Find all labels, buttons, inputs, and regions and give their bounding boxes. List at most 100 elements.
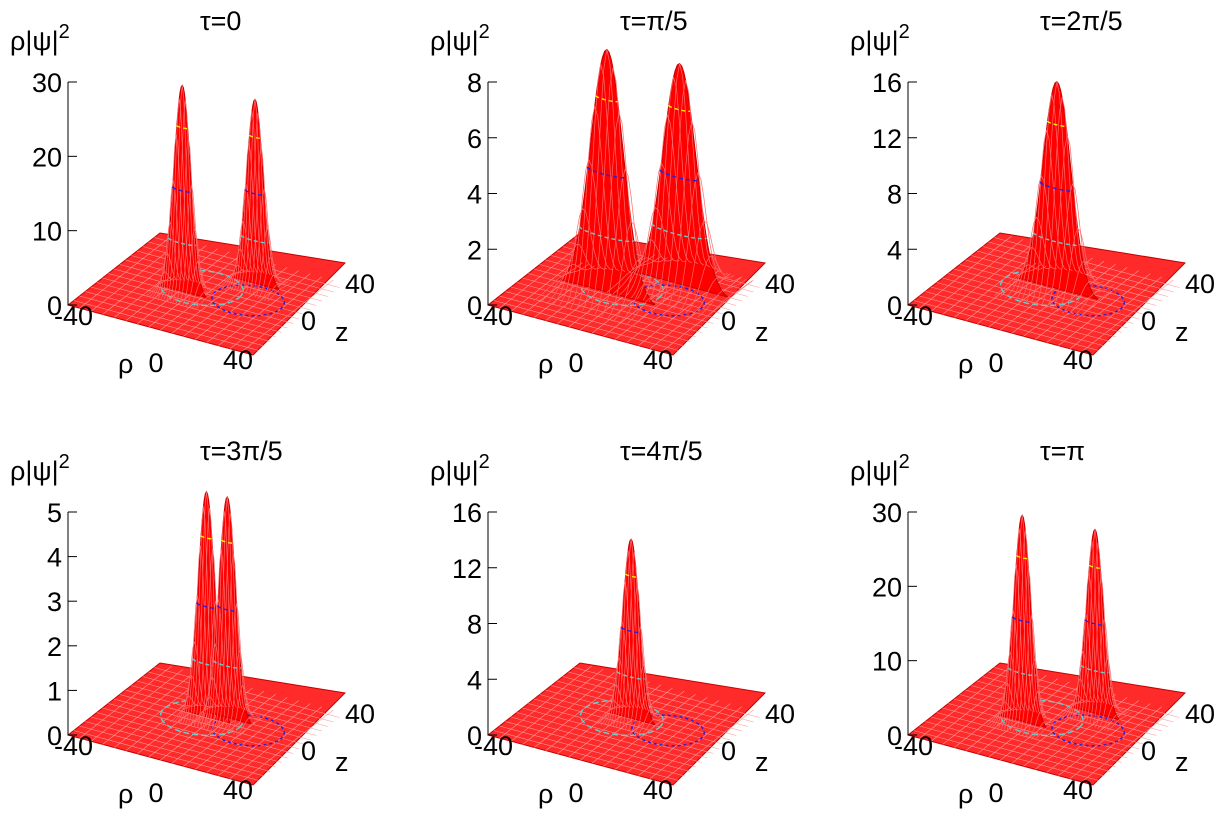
- surface-peak-1: [994, 80, 1120, 319]
- vertical-tick-label: 20: [872, 572, 902, 602]
- panel-title: τ=0: [200, 6, 241, 36]
- z-tick-label: 0: [301, 736, 316, 766]
- rho-tick-label: -40: [894, 301, 933, 331]
- vertical-tick-label: 0: [887, 721, 902, 751]
- rho-axis-label: ρ: [958, 349, 973, 379]
- surface-peak-1: [594, 538, 668, 737]
- vertical-tick-label: 12: [452, 554, 482, 584]
- surface-peak-1: [985, 514, 1059, 740]
- panel-title: τ=π: [1040, 436, 1085, 466]
- vertical-tick-label: 30: [32, 68, 62, 98]
- rho-tick-label: 40: [1063, 345, 1093, 375]
- vertical-tick-label: 4: [47, 543, 62, 573]
- contour-ring-cyan: [579, 699, 664, 737]
- vertical-tick-label: 12: [872, 124, 902, 154]
- vertical-tick-label: 20: [32, 142, 62, 172]
- vertical-tick-label: 1: [47, 676, 62, 706]
- z-tick-label: 40: [345, 269, 375, 299]
- surface-peak-2: [1058, 528, 1132, 732]
- vertical-axis-label: ρ|ψ|2: [430, 451, 490, 486]
- z-axis-label: z: [1175, 747, 1189, 777]
- surface-peak-2: [606, 62, 753, 319]
- vertical-tick-label: 0: [467, 291, 482, 321]
- rho-tick-label: 0: [149, 778, 164, 808]
- rho-axis-label: ρ: [538, 779, 553, 809]
- vertical-tick-label: 2: [47, 632, 62, 662]
- z-tick-label: 40: [345, 699, 375, 729]
- rho-tick-label: 0: [989, 778, 1004, 808]
- contour-ring-blue: [211, 714, 285, 747]
- z-tick-label: 40: [1185, 699, 1215, 729]
- surface-peak-2: [218, 98, 292, 302]
- z-axis-label: z: [1175, 317, 1189, 347]
- contour-ring-blue: [631, 714, 705, 747]
- panel-title: τ=3π/5: [200, 436, 283, 466]
- vertical-tick-label: 4: [887, 235, 902, 265]
- rho-axis-label: ρ: [538, 349, 553, 379]
- z-tick-label: 0: [301, 306, 316, 336]
- rho-tick-label: -40: [894, 731, 933, 761]
- vertical-tick-label: 0: [47, 721, 62, 751]
- contour-ring-cyan: [579, 269, 664, 307]
- contour-ring-cyan: [999, 699, 1084, 737]
- vertical-tick-label: 4: [467, 665, 482, 695]
- z-axis-label: z: [335, 747, 349, 777]
- rho-tick-label: 0: [569, 778, 584, 808]
- rho-tick-label: -40: [54, 301, 93, 331]
- rho-tick-label: -40: [474, 301, 513, 331]
- vertical-axis-label: ρ|ψ|2: [850, 21, 910, 56]
- vertical-tick-label: 10: [32, 217, 62, 247]
- vertical-axis-label: ρ|ψ|2: [850, 451, 910, 486]
- vertical-tick-label: 0: [47, 291, 62, 321]
- vertical-tick-label: 4: [467, 180, 482, 210]
- z-axis-label: z: [335, 317, 349, 347]
- panel-title: τ=2π/5: [1040, 6, 1123, 36]
- contour-ring-cyan: [159, 269, 244, 307]
- rho-axis-label: ρ: [958, 779, 973, 809]
- surface-peak-2: [190, 495, 264, 737]
- z-tick-label: 40: [765, 699, 795, 729]
- vertical-axis-label: ρ|ψ|2: [430, 21, 490, 56]
- rho-tick-label: 40: [1063, 775, 1093, 805]
- vertical-tick-label: 16: [452, 498, 482, 528]
- z-tick-label: 0: [721, 306, 736, 336]
- vertical-tick-label: 8: [467, 610, 482, 640]
- contour-ring-blue: [1051, 714, 1125, 747]
- vertical-tick-label: 8: [887, 180, 902, 210]
- rho-tick-label: -40: [474, 731, 513, 761]
- rho-axis-label: ρ: [118, 349, 133, 379]
- contour-ring-blue: [211, 284, 285, 317]
- vertical-tick-label: 8: [467, 68, 482, 98]
- contour-ring-blue: [1051, 284, 1125, 317]
- rho-tick-label: 40: [643, 775, 673, 805]
- rho-tick-label: 40: [643, 345, 673, 375]
- rho-tick-label: -40: [54, 731, 93, 761]
- panel-title: τ=π/5: [620, 6, 688, 36]
- vertical-tick-label: 30: [872, 498, 902, 528]
- vertical-tick-label: 5: [47, 498, 62, 528]
- z-tick-label: 40: [1185, 269, 1215, 299]
- rho-tick-label: 0: [989, 348, 1004, 378]
- vertical-tick-label: 0: [467, 721, 482, 751]
- vertical-axis-label: ρ|ψ|2: [10, 21, 70, 56]
- vertical-tick-label: 3: [47, 587, 62, 617]
- z-axis-label: z: [755, 747, 769, 777]
- rho-tick-label: 0: [149, 348, 164, 378]
- rho-tick-label: 40: [223, 345, 253, 375]
- rho-axis-label: ρ: [118, 779, 133, 809]
- vertical-tick-label: 2: [467, 235, 482, 265]
- z-tick-label: 0: [721, 736, 736, 766]
- vertical-tick-label: 10: [872, 647, 902, 677]
- z-tick-label: 0: [1141, 736, 1156, 766]
- vertical-tick-label: 6: [467, 124, 482, 154]
- z-axis-label: z: [755, 317, 769, 347]
- vertical-tick-label: 16: [872, 68, 902, 98]
- rho-tick-label: 40: [223, 775, 253, 805]
